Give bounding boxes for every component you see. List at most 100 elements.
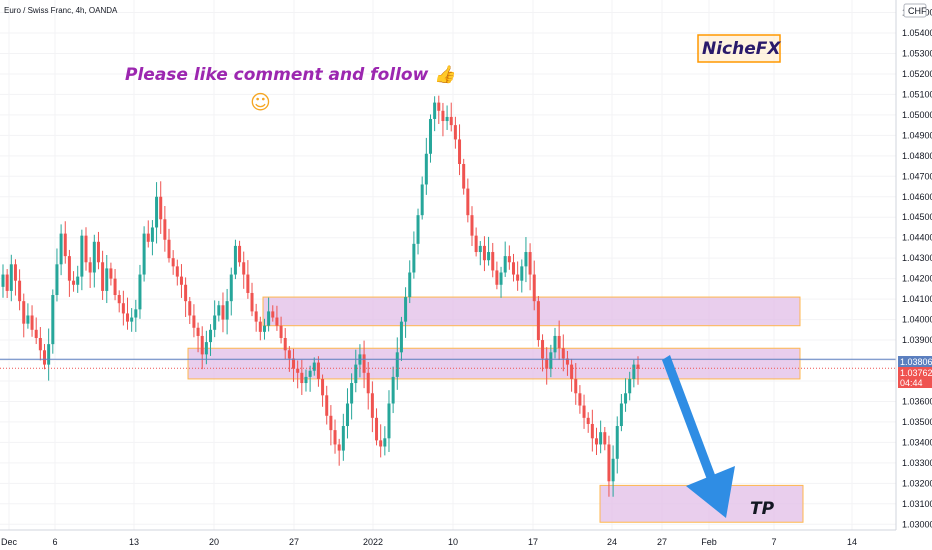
candle-body [126,313,130,322]
price-tick-label: 1.03500 [902,417,932,427]
candle-body [47,344,51,365]
price-axis[interactable]: 1.055001.054001.053001.052001.051001.050… [895,0,932,530]
zones [187,296,804,523]
time-tick-label: 14 [847,537,857,547]
candle-body [5,274,9,291]
candle-body [200,335,204,355]
candle-body [175,266,179,277]
price-tick-label: 1.03900 [902,335,932,345]
candle-body [495,270,499,285]
candle-body [541,340,545,359]
candle-body [437,102,441,111]
candle-body [528,252,532,275]
candle-body [84,235,88,263]
time-tick-label: 27 [657,537,667,547]
candle-body [267,311,271,326]
candles [1,95,640,497]
time-tick-label: 13 [129,537,139,547]
candle-body [516,274,520,281]
candle-body [121,303,125,314]
candle-body [404,297,408,322]
candle-body [570,364,574,379]
candle-body [196,327,200,336]
current-price-label: 1.03806 [900,357,932,367]
currency-badge[interactable] [903,3,927,18]
candle-body [574,378,578,394]
price-tick-label: 1.04300 [902,253,932,263]
middle-zone [187,347,801,380]
candle-body [26,315,30,324]
candle-body [76,276,80,285]
candle-body [325,395,329,416]
last-price-tag [898,367,932,388]
time-axis[interactable]: Dec 6 13 20 27 2022 10 17 24 27 Feb 7 14 [0,529,896,547]
candle-body [545,358,549,369]
candle-body [441,110,445,122]
candle-body [142,233,146,275]
candle-body [354,364,358,384]
candle-body [329,415,333,431]
candle-body [337,444,341,451]
candle-body [221,305,225,320]
candle-body [96,241,100,263]
current-price-tag [898,356,932,368]
price-tick-label: 1.05400 [902,28,932,38]
candle-body [611,458,615,482]
candle-body [51,295,55,345]
candle-body [80,235,84,277]
candle-body [470,215,474,236]
price-tick-label: 1.05000 [902,110,932,120]
candle-body [379,440,383,447]
candle-body [34,329,38,339]
candle-body [179,276,183,285]
price-tick-label: 1.04900 [902,130,932,140]
time-tick-label: 6 [52,537,57,547]
candle-body [416,215,420,244]
candle-body [105,268,109,291]
candle-body [130,317,134,322]
candle-body [225,301,229,320]
candle-body [171,258,175,267]
candle-body [9,264,13,291]
candle-body [246,274,250,293]
candle-body [362,354,366,373]
candle-body [536,301,540,341]
price-tick-label: 1.03600 [902,396,932,406]
candle-body [345,403,349,427]
candle-body [586,417,590,424]
candle-body [271,311,275,318]
price-tick-label: 1.04600 [902,192,932,202]
candle-body [565,358,569,365]
price-tick-label: 1.04800 [902,151,932,161]
candle-body [624,393,628,404]
price-tick-label: 1.04000 [902,315,932,325]
price-tick-label: 1.05200 [902,69,932,79]
candle-body [308,370,312,377]
candle-body [304,376,308,384]
time-tick-label: 17 [528,537,538,547]
brand-label: NicheFX [702,39,781,59]
candle-body [238,245,242,263]
price-tick-label: 1.04200 [902,274,932,284]
upper-zone [262,296,801,327]
candle-body [1,274,5,287]
candle-body [458,139,462,165]
brand-box [697,34,781,63]
time-tick-label: 24 [607,537,617,547]
time-tick-label: Dec [1,537,18,547]
candle-body [553,335,557,353]
candle-body [18,280,22,302]
candle-body [524,252,528,267]
candle-body [387,403,391,439]
candle-body [258,321,262,332]
candle-body [370,393,374,418]
candle-body [209,329,213,343]
candle-body [408,272,412,298]
candle-body [22,301,26,324]
price-tick-label: 1.03200 [902,478,932,488]
candle-body [204,342,208,355]
candle-body [72,280,76,285]
price-tick-label: 1.04100 [902,294,932,304]
candle-body [350,383,354,404]
